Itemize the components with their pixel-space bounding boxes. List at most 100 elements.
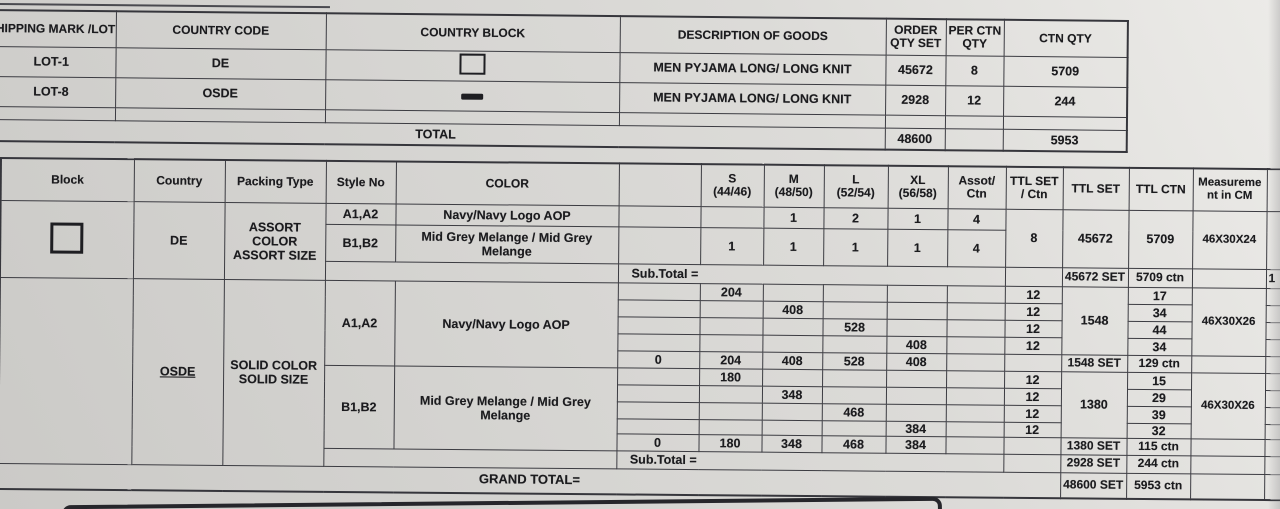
total-per-ctn-blank	[944, 128, 1003, 151]
osde-a-ctn4: 34	[1127, 337, 1192, 356]
de-country-cell: DE	[132, 201, 225, 279]
de-b-xl: 1	[887, 228, 948, 267]
osde-b-measurement: 46X30X26	[1190, 372, 1266, 440]
de-subtotal-ctn: 5709 ctn	[1127, 267, 1193, 288]
de-subtotal-perctn-blank	[1004, 266, 1063, 287]
de-a-unnamed	[618, 205, 701, 228]
shipping-mark-summary-table: SHIPPING MARK /LOT COUNTRY CODE COUNTRY …	[0, 9, 1129, 153]
osde-a-total-zero: 0	[617, 350, 700, 369]
cell-ctnqty-lot8: 244	[1003, 85, 1128, 117]
osde-a-ctn2: 34	[1127, 303, 1192, 322]
header-style-no: Style No	[325, 160, 396, 204]
de-color-b: Mid Grey Melange / Mid Grey Melange	[395, 224, 619, 264]
osde-b-ctn3: 39	[1126, 405, 1191, 424]
de-b-assot: 4	[947, 229, 1006, 267]
de-measurement: 46X30X24	[1192, 210, 1267, 270]
cell-lot-1: LOT-1	[0, 46, 116, 78]
osde-b-per3: 12	[1003, 404, 1061, 423]
osde-b-total-s: 180	[698, 434, 762, 452]
osde-b-m-qty: 348	[761, 385, 823, 404]
osde-b-ctn4: 32	[1126, 422, 1191, 439]
osde-b-total-xl: 384	[885, 435, 946, 454]
de-b-l: 1	[823, 228, 888, 266]
de-subtotal-meas-blank	[1191, 268, 1267, 289]
osde-a-total-xl: 408	[886, 352, 947, 371]
osde-a-l-qty: 528	[822, 318, 887, 336]
header-unnamed	[618, 163, 701, 207]
de-b-m: 1	[763, 227, 824, 266]
de-b-s: 1	[700, 227, 764, 265]
cell-order-lot8: 2928	[885, 84, 946, 116]
total-ctn-qty: 5953	[1002, 128, 1127, 152]
osde-a-total-ctn: 129 ctn	[1127, 354, 1192, 373]
header-ttl-ctn: TTL CTN	[1128, 167, 1193, 211]
osde-style-a: A1,A2	[324, 279, 395, 366]
de-block-cell	[0, 200, 134, 279]
de-a-xl: 1	[887, 207, 948, 230]
cropped-row-remnant-line	[0, 3, 330, 9]
grand-total-meas-blank	[1190, 473, 1265, 501]
osde-b-total-set: 1380 SET	[1060, 437, 1127, 455]
grand-total-ctn: 5953 ctn	[1126, 472, 1191, 500]
de-a-l: 2	[823, 207, 888, 229]
cell-perctn-lot1: 8	[945, 55, 1004, 86]
osde-b-total-m: 348	[761, 434, 822, 453]
de-subtotal-edge-fragment: 1	[1265, 269, 1280, 289]
osde-a-per2: 12	[1004, 302, 1062, 321]
cell-code-osde: OSDE	[115, 77, 326, 110]
country-block-square-icon	[459, 53, 486, 75]
osde-b-ctn1: 15	[1127, 371, 1192, 390]
osde-a-ttl-set: 1548	[1061, 286, 1128, 355]
de-a-m: 1	[763, 206, 824, 229]
osde-a-xl-qty: 408	[886, 335, 947, 354]
header-ttl-set: TTL SET	[1062, 167, 1129, 210]
osde-a-ctn3: 44	[1127, 320, 1192, 339]
osde-a-total-s: 204	[699, 351, 763, 369]
header-measurement-cm: Measureme nt in CM	[1192, 168, 1267, 212]
de-ttl-ctn: 5709	[1128, 209, 1193, 269]
header-per-ctn-qty: PER CTN QTY	[945, 19, 1004, 56]
de-packing-cell: ASSORT COLOR ASSORT SIZE	[223, 201, 326, 280]
osde-b-total-zero: 0	[616, 433, 699, 452]
cell-perctn-lot8: 12	[945, 85, 1004, 116]
cell-block-de	[325, 49, 620, 83]
header-block: Block	[0, 158, 134, 202]
de-edge-cell	[1266, 211, 1280, 270]
country-block-bars-icon	[461, 93, 484, 100]
osde-b-xl-qty: 384	[885, 420, 946, 437]
de-style-a: A1,A2	[325, 202, 396, 225]
header-country-block: COUNTRY BLOCK	[325, 13, 620, 53]
total-order-qty: 48600	[884, 127, 945, 151]
osde-a-total-m: 408	[762, 351, 823, 370]
osde-b-per2: 12	[1003, 387, 1062, 406]
header-ctn-qty: CTN QTY	[1003, 19, 1128, 57]
header-edge-cut	[1266, 169, 1280, 212]
header-size-xl: XL (56/58)	[887, 165, 948, 209]
header-ttl-set-per-ctn: TTL SET / Ctn	[1005, 166, 1063, 210]
header-assot-ctn: Assot/ Ctn	[947, 166, 1006, 209]
size-carton-detail-table: Block Country Packing Type Style No COLO…	[0, 157, 1280, 502]
osde-color-b: Mid Grey Melange / Mid Grey Melange	[393, 365, 618, 451]
header-shipping-mark-lot: SHIPPING MARK /LOT	[0, 10, 116, 48]
osde-a-per3: 12	[1004, 319, 1062, 338]
de-subtotal-set: 45672 SET	[1061, 267, 1129, 287]
osde-b-per4: 12	[1003, 421, 1061, 438]
osde-subtotal-set: 2928 SET	[1060, 454, 1127, 473]
header-size-l: L (52/54)	[823, 165, 888, 208]
osde-a-measurement: 46X30X26	[1191, 287, 1266, 357]
de-ttl-set-per-ctn: 8	[1005, 208, 1063, 268]
osde-a-total-set: 1548 SET	[1061, 354, 1128, 372]
de-a-s	[700, 206, 764, 228]
de-subtotal-blank	[324, 260, 619, 283]
osde-b-l-qty: 468	[821, 403, 886, 421]
header-order-qty-set: ORDER QTY SET	[885, 18, 946, 56]
header-color: COLOR	[395, 161, 619, 206]
grand-total-set: 48600 SET	[1060, 472, 1127, 499]
cropped-shipping-mark-box	[61, 496, 943, 509]
osde-packing-cell: SOLID COLOR SOLID SIZE	[222, 278, 325, 466]
osde-b-total-ctn: 115 ctn	[1126, 437, 1191, 456]
osde-country-cell: OSDE	[131, 278, 224, 465]
osde-subtotal-edge	[1264, 456, 1280, 475]
osde-subtotal-ctn: 244 ctn	[1126, 454, 1191, 474]
